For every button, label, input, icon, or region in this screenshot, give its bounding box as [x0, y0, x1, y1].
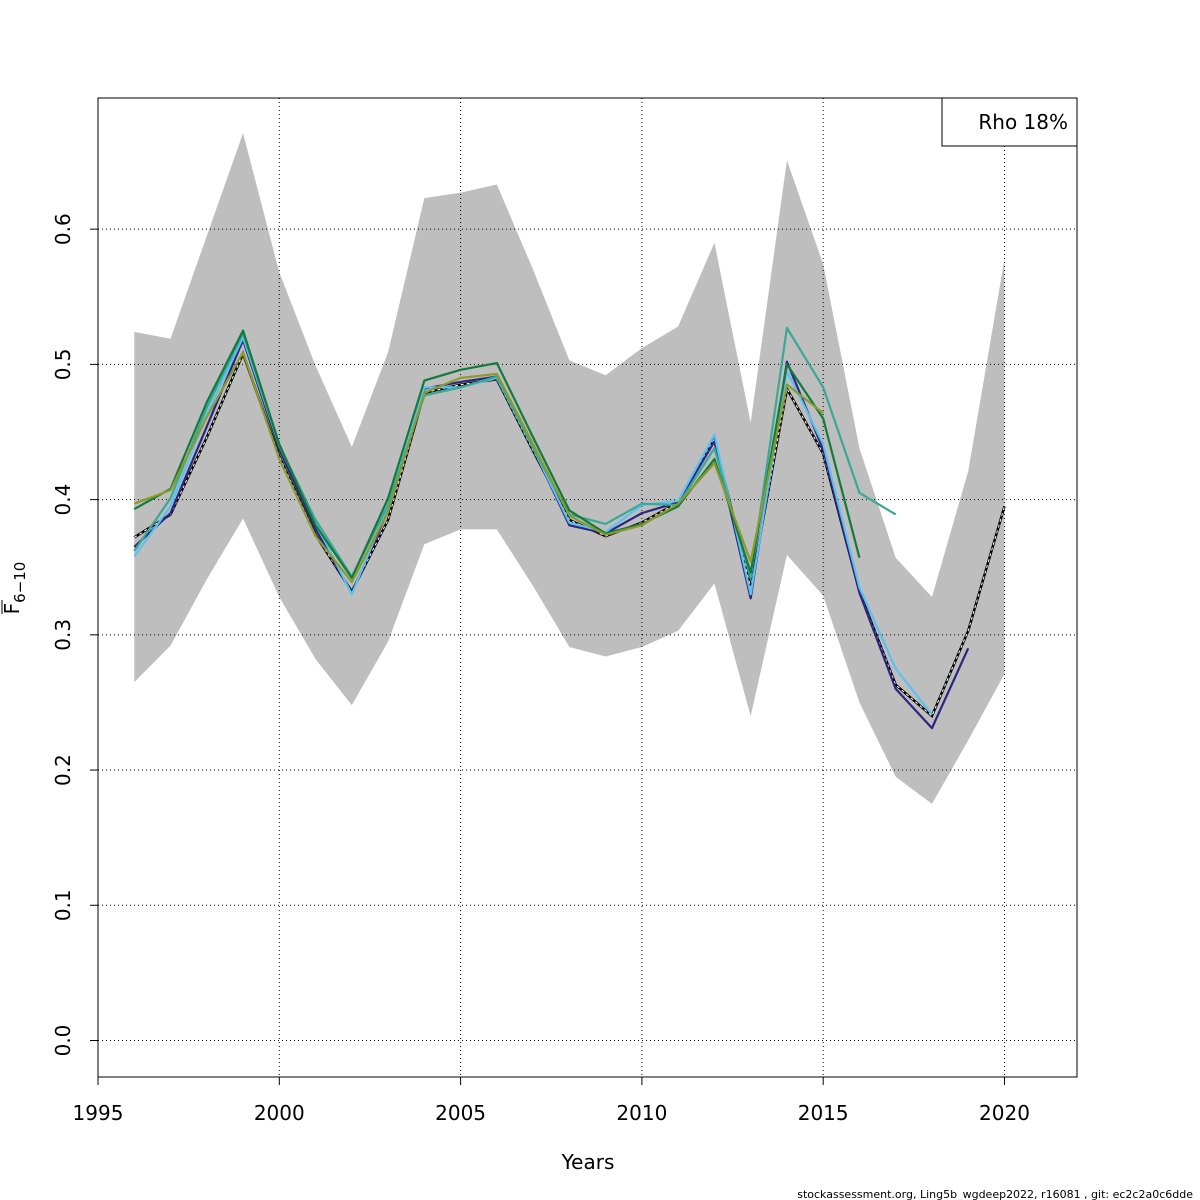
- footer-credit: stockassessment.org, Ling5b_wgdeep2022, …: [797, 1188, 1193, 1200]
- y-tick-label: 0.1: [51, 889, 75, 921]
- y-tick-label: 0.4: [51, 484, 75, 516]
- legend-label: Rho 18%: [978, 110, 1068, 134]
- y-tick-label: 0.5: [51, 348, 75, 380]
- svg-text:F6−10: F6−10: [0, 562, 29, 615]
- y-axis-title-main: F: [0, 603, 24, 615]
- plot-frame: [97, 97, 1078, 1078]
- x-tick-label: 2020: [979, 1101, 1030, 1125]
- x-tick-label: 2010: [616, 1101, 667, 1125]
- series-line: [133, 351, 824, 584]
- x-axis-title: Years: [561, 1150, 615, 1174]
- axis-ticks-layer: 1995 2000 2005 2010 2015 2020 0.0 0.1 0.2 0.3 0.4 0…: [51, 213, 1030, 1125]
- y-tick-label: 0.0: [51, 1025, 75, 1057]
- series-layer: [133, 326, 1006, 730]
- confidence-band: [134, 133, 1005, 804]
- legend: Rho 18%: [941, 97, 1078, 147]
- y-axis-title-sub: 6−10: [11, 562, 29, 603]
- y-tick-label: 0.6: [51, 213, 75, 245]
- confidence-band-layer: [134, 133, 1005, 804]
- x-tick-label: 2005: [435, 1101, 486, 1125]
- y-tick-label: 0.2: [51, 754, 75, 786]
- y-axis-title: F6−10: [0, 562, 29, 615]
- x-tick-label: 2000: [254, 1101, 305, 1125]
- legend-box: [941, 97, 1078, 147]
- y-tick-label: 0.3: [51, 619, 75, 651]
- series-line: [133, 329, 861, 580]
- x-tick-label: 1995: [73, 1101, 124, 1125]
- x-tick-label: 2015: [798, 1101, 849, 1125]
